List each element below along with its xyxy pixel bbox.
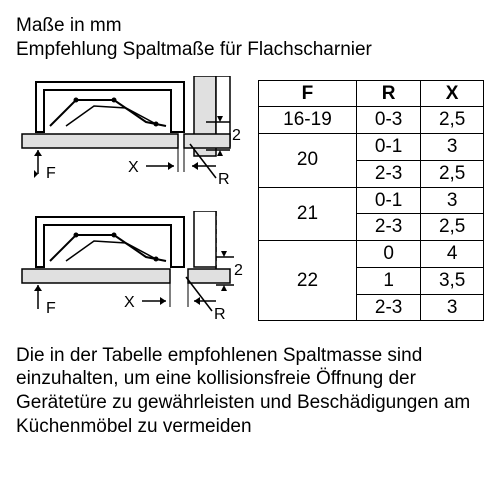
table-row: 200-13 (259, 134, 484, 161)
cell-X: 3 (421, 294, 484, 321)
table-row: 2204 (259, 241, 484, 268)
cell-F: 20 (259, 134, 357, 188)
hinge-diagram-bottom: 2 F X R (16, 211, 246, 326)
label-X: X (124, 294, 135, 311)
col-R: R (356, 80, 420, 107)
cell-R: 2-3 (356, 294, 420, 321)
label-F: F (46, 300, 56, 317)
table-row: 210-13 (259, 187, 484, 214)
cell-F: 21 (259, 187, 357, 241)
cell-X: 2,5 (421, 214, 484, 241)
col-F: F (259, 80, 357, 107)
cell-R: 0 (356, 241, 420, 268)
label-R: R (218, 171, 230, 188)
cell-X: 3 (421, 134, 484, 161)
cell-R: 2-3 (356, 160, 420, 187)
table-header-row: F R X (259, 80, 484, 107)
label-2: 2 (232, 127, 241, 144)
header-line2: Empfehlung Spaltmaße für Flachscharnier (16, 38, 484, 62)
hinge-diagram-top: 2 F X R (16, 76, 246, 191)
header: Maße in mm Empfehlung Spaltmaße für Flac… (16, 14, 484, 62)
cell-R: 0-1 (356, 134, 420, 161)
gap-table-wrap: F R X 16-190-32,5200-132-32,5210-132-32,… (258, 76, 484, 326)
col-X: X (421, 80, 484, 107)
table-row: 16-190-32,5 (259, 107, 484, 134)
label-R: R (214, 306, 226, 323)
cell-X: 4 (421, 241, 484, 268)
cell-F: 22 (259, 241, 357, 321)
cell-F: 16-19 (259, 107, 357, 134)
header-line1: Maße in mm (16, 14, 484, 38)
cell-R: 0-3 (356, 107, 420, 134)
cell-R: 2-3 (356, 214, 420, 241)
content-row: 2 F X R (16, 76, 484, 326)
cell-X: 3 (421, 187, 484, 214)
diagrams-column: 2 F X R (16, 76, 246, 326)
label-2: 2 (234, 262, 243, 279)
cell-R: 1 (356, 267, 420, 294)
cell-X: 2,5 (421, 160, 484, 187)
cell-X: 3,5 (421, 267, 484, 294)
gap-table: F R X 16-190-32,5200-132-32,5210-132-32,… (258, 80, 484, 322)
label-F: F (46, 165, 56, 182)
cell-X: 2,5 (421, 107, 484, 134)
cell-R: 0-1 (356, 187, 420, 214)
footer-text: Die in der Tabelle empfohlenen Spaltmass… (16, 344, 484, 439)
label-X: X (128, 159, 139, 176)
table-body: 16-190-32,5200-132-32,5210-132-32,522041… (259, 107, 484, 321)
